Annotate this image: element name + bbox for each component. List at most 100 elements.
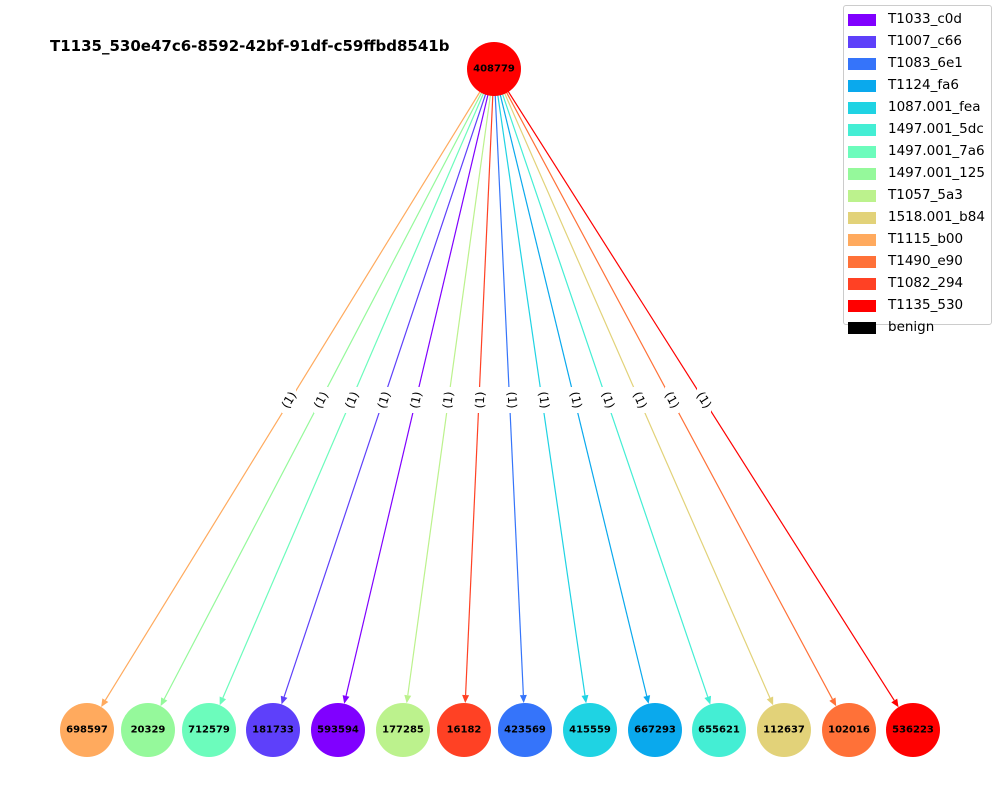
legend-item: 1087.001_fea xyxy=(844,97,991,119)
edge-label: (1) xyxy=(473,391,488,409)
edge-label: (1) xyxy=(599,390,618,411)
legend-item: T1135_530 xyxy=(844,295,991,317)
legend-item: T1082_294 xyxy=(844,273,991,295)
child-node-label: 20329 xyxy=(131,725,166,736)
legend-label: T1490_e90 xyxy=(888,253,963,269)
edge-arrowhead xyxy=(891,698,899,708)
legend-swatch xyxy=(848,300,876,312)
edge-arrowhead xyxy=(519,694,527,704)
root-node-label: 408779 xyxy=(473,64,515,75)
child-node-label: 177285 xyxy=(382,725,424,736)
legend-swatch xyxy=(848,36,876,48)
legend-label: 1087.001_fea xyxy=(888,99,981,115)
legend-item: 1497.001_5dc xyxy=(844,119,991,141)
legend: T1033_c0d T1007_c66 T1083_6e1 T1124_fa6 1087… xyxy=(843,5,992,335)
legend-item: T1124_fa6 xyxy=(844,75,991,97)
child-node-20329[interactable] xyxy=(121,703,175,757)
edge-arrowhead xyxy=(643,695,651,704)
edge-arrowhead xyxy=(160,697,168,707)
root-node[interactable] xyxy=(467,42,521,96)
child-node-label: 102016 xyxy=(828,725,870,736)
edge-label-bg xyxy=(697,387,711,413)
edge-label: (1) xyxy=(536,391,552,410)
edge-712579 xyxy=(222,68,495,699)
edge-label: (1) xyxy=(505,391,520,409)
edge-label: (1) xyxy=(567,390,585,410)
edge-label: (1) xyxy=(311,389,331,411)
child-node-112637[interactable] xyxy=(757,703,811,757)
edge-arrowhead xyxy=(704,695,712,705)
legend-item: 1497.001_125 xyxy=(844,163,991,185)
legend-item: T1490_e90 xyxy=(844,251,991,273)
edge-label: (1) xyxy=(342,389,362,410)
legend-label: 1518.001_b84 xyxy=(888,209,985,225)
child-node-label: 415559 xyxy=(569,725,611,736)
legend-swatch xyxy=(848,168,876,180)
child-node-181733[interactable] xyxy=(246,703,300,757)
edge-102016 xyxy=(493,68,833,700)
child-node-415559[interactable] xyxy=(563,703,617,757)
edge-label: (1) xyxy=(662,389,682,411)
legend-swatch xyxy=(848,234,876,246)
legend-swatch xyxy=(848,124,876,136)
legend-item: 1497.001_7a6 xyxy=(844,141,991,163)
edge-arrowhead xyxy=(462,694,470,704)
edge-arrowhead xyxy=(101,698,109,708)
child-node-667293[interactable] xyxy=(628,703,682,757)
legend-label: T1007_c66 xyxy=(888,33,962,49)
edge-698597 xyxy=(104,68,495,701)
child-node-label: 536223 xyxy=(892,725,934,736)
edge-label: (1) xyxy=(440,391,456,410)
child-node-423569[interactable] xyxy=(498,703,552,757)
child-node-102016[interactable] xyxy=(822,703,876,757)
edge-16182 xyxy=(464,68,495,696)
legend-swatch xyxy=(848,322,876,334)
legend-label: T1057_5a3 xyxy=(888,187,963,203)
legend-label: T1083_6e1 xyxy=(888,55,963,71)
child-node-label: 593594 xyxy=(317,725,359,736)
legend-swatch xyxy=(848,190,876,202)
edge-arrowhead xyxy=(219,696,227,706)
legend-label: benign xyxy=(888,319,935,335)
legend-label: T1115_b00 xyxy=(888,231,964,247)
edge-label-bg xyxy=(633,387,647,413)
child-node-label: 655621 xyxy=(698,725,740,736)
edge-181733 xyxy=(283,68,495,697)
child-node-177285[interactable] xyxy=(376,703,430,757)
legend-label: T1082_294 xyxy=(888,275,964,291)
edge-label-bg xyxy=(441,387,455,413)
child-node-label: 712579 xyxy=(188,725,230,736)
edge-415559 xyxy=(493,68,586,696)
edge-423569 xyxy=(493,68,524,696)
child-node-536223[interactable] xyxy=(886,703,940,757)
edge-label-bg xyxy=(473,387,487,413)
child-node-16182[interactable] xyxy=(437,703,491,757)
edge-112637 xyxy=(493,68,771,699)
child-node-698597[interactable] xyxy=(60,703,114,757)
child-node-655621[interactable] xyxy=(692,703,746,757)
legend-swatch xyxy=(848,146,876,158)
child-node-label: 112637 xyxy=(763,725,805,736)
child-node-label: 16182 xyxy=(447,725,482,736)
edge-label-bg xyxy=(314,387,328,413)
legend-swatch xyxy=(848,256,876,268)
edge-177285 xyxy=(407,68,495,696)
edge-label: (1) xyxy=(375,390,394,411)
edge-arrowhead xyxy=(280,695,288,705)
legend-item: T1115_b00 xyxy=(844,229,991,251)
legend-item: T1007_c66 xyxy=(844,31,991,53)
edge-arrowhead xyxy=(342,695,350,704)
child-node-712579[interactable] xyxy=(182,703,236,757)
edge-label-bg xyxy=(665,387,679,413)
child-node-593594[interactable] xyxy=(311,703,365,757)
legend-swatch xyxy=(848,102,876,114)
legend-label: T1135_530 xyxy=(888,297,964,313)
edge-arrowhead xyxy=(829,697,837,707)
legend-swatch xyxy=(848,212,876,224)
child-node-label: 181733 xyxy=(252,725,294,736)
edge-655621 xyxy=(493,68,709,698)
edge-label-bg xyxy=(282,387,296,413)
child-node-label: 698597 xyxy=(66,725,108,736)
legend-label: 1497.001_7a6 xyxy=(888,143,985,159)
